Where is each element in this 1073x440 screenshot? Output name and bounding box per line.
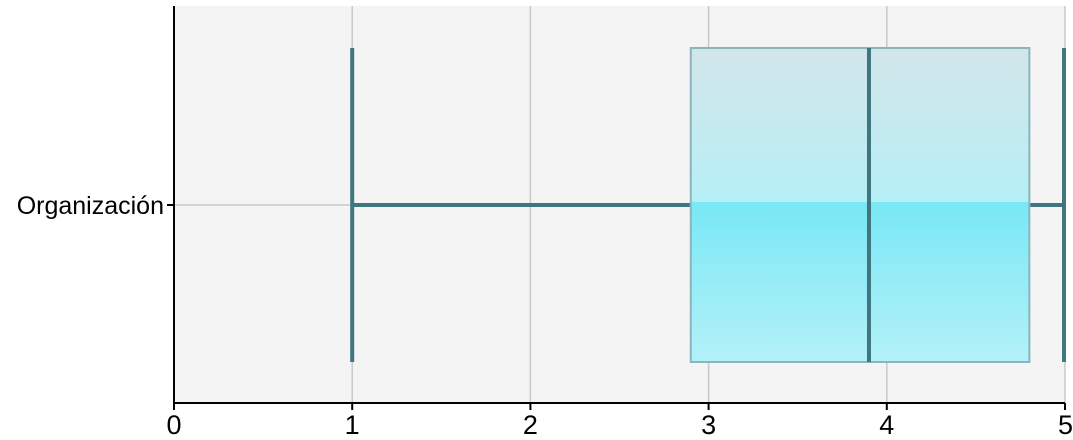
x-tick-label-3: 3 [701, 410, 716, 440]
x-tick-label-2: 2 [523, 410, 538, 440]
x-tick-label-0: 0 [166, 410, 181, 440]
x-tick-label-5: 5 [1058, 410, 1073, 440]
x-tick-label-1: 1 [345, 410, 360, 440]
iqr-box [689, 47, 1031, 363]
category-label-0: Organización [17, 192, 164, 220]
x-tick-label-4: 4 [879, 410, 894, 440]
